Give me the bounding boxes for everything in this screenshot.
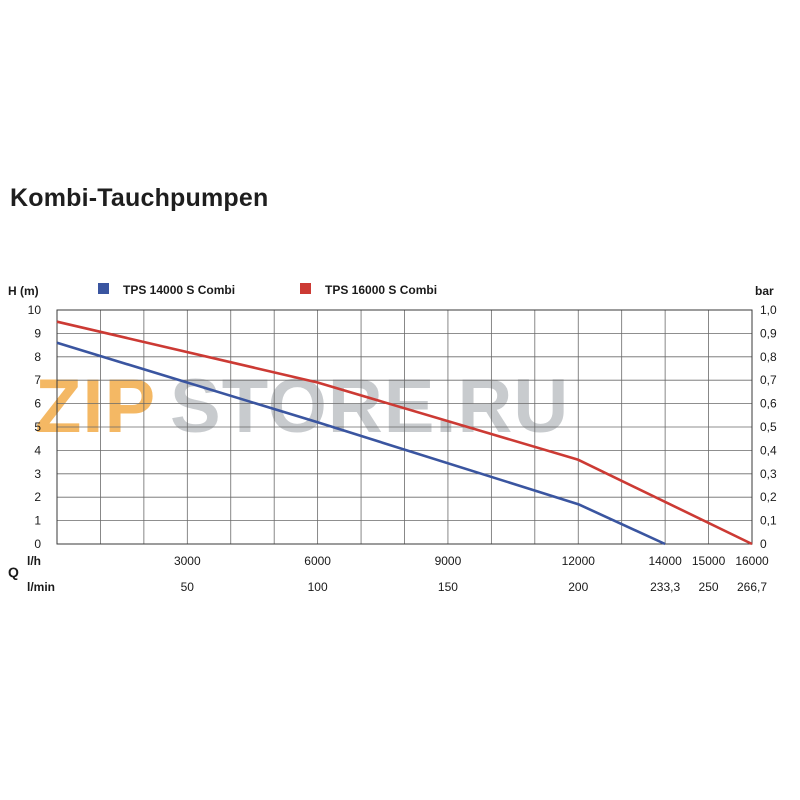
series-line-2 [56, 320, 753, 546]
x-tick-lmin: 250 [699, 580, 719, 594]
y-right-tick: 0,3 [760, 467, 777, 481]
x-tick-lmin: 50 [181, 580, 195, 594]
legend-label-2: TPS 16000 S Combi [325, 283, 437, 297]
legend-label-1: TPS 14000 S Combi [123, 283, 235, 297]
x-tick-lh: 9000 [435, 554, 462, 568]
y-left-tick: 0 [34, 537, 41, 551]
watermark-zip: ZIP [35, 364, 156, 449]
y-right-tick: 0,4 [760, 443, 777, 457]
y-left-tick: 7 [34, 373, 41, 387]
x-axis-letter: Q [8, 564, 19, 580]
chart-title: Kombi-Tauchpumpen [10, 184, 269, 212]
x-tick-lh: 14000 [648, 554, 682, 568]
y-left-tick: 10 [28, 303, 42, 317]
y-right-label: bar [755, 284, 774, 298]
series-group [56, 320, 753, 546]
y-right-tick: 0,2 [760, 490, 777, 504]
x-unit-lmin: l/min [27, 580, 55, 594]
x-tick-lh: 3000 [174, 554, 201, 568]
x-unit-lh: l/h [27, 554, 41, 568]
y-left-tick: 8 [34, 350, 41, 364]
x-tick-lh: 16000 [735, 554, 769, 568]
watermark-store: STORE.RU [170, 364, 569, 449]
y-left-tick: 3 [34, 467, 41, 481]
y-right-tick: 0,5 [760, 420, 777, 434]
y-left-tick: 2 [34, 490, 41, 504]
x-tick-lmin: 233,3 [650, 580, 680, 594]
x-tick-lmin: 150 [438, 580, 458, 594]
y-left-tick: 6 [34, 397, 41, 411]
y-left-label: H (m) [8, 284, 39, 298]
x-tick-lh: 15000 [692, 554, 726, 568]
plot-frame [56, 309, 753, 545]
x-tick-lmin: 266,7 [737, 580, 767, 594]
y-left-tick: 1 [34, 514, 41, 528]
y-right-tick: 0 [760, 537, 767, 551]
y-left-tick: 4 [34, 443, 41, 457]
axis-labels: H (m) bar Q l/h l/min [8, 284, 774, 594]
y-right-tick: 0,7 [760, 373, 777, 387]
watermark: ZIP STORE.RU [35, 364, 569, 449]
x-tick-lh: 12000 [562, 554, 596, 568]
series-line-1 [56, 341, 666, 546]
legend-swatch-2 [300, 283, 311, 294]
y-right-tick: 0,6 [760, 397, 777, 411]
y-right-tick: 0,9 [760, 326, 777, 340]
x-tick-lmin: 100 [308, 580, 328, 594]
x-tick-lmin: 200 [568, 580, 588, 594]
x-tick-lh: 6000 [304, 554, 331, 568]
y-right-tick: 1,0 [760, 303, 777, 317]
y-right-tick: 0,8 [760, 350, 777, 364]
y-right-tick: 0,1 [760, 514, 777, 528]
legend-swatch-1 [98, 283, 109, 294]
y-left-tick: 9 [34, 326, 41, 340]
axes: 0 0 1 0,1 2 0,2 3 0,3 4 0,4 5 0,5 6 0,6 7 0,7 8 0,8 9 0,9 10… [28, 303, 777, 594]
y-left-tick: 5 [34, 420, 41, 434]
legend: TPS 14000 S Combi TPS 16000 S Combi [98, 283, 437, 297]
